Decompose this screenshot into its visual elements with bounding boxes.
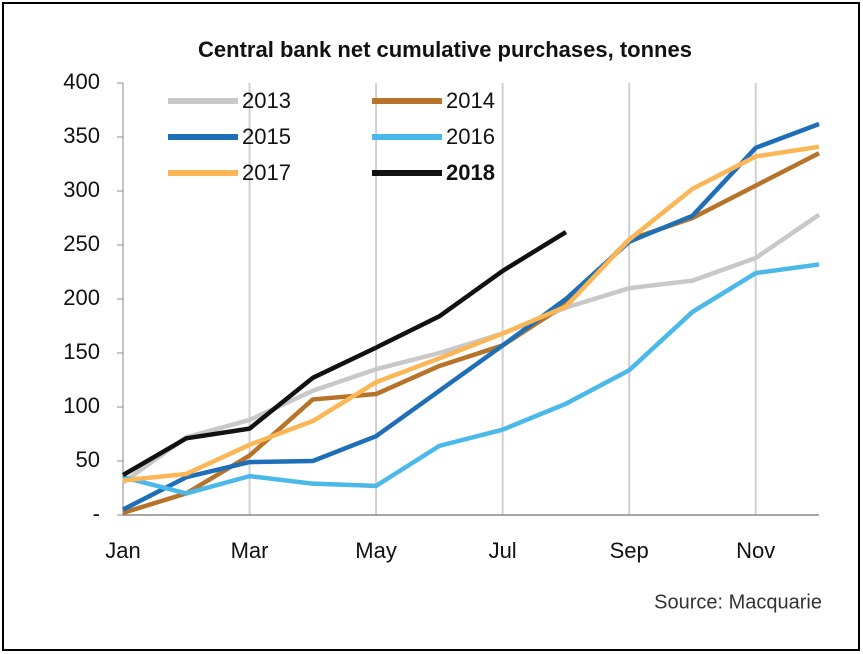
- y-tick-label: 200: [63, 285, 100, 310]
- x-tick-label: Jan: [105, 538, 140, 563]
- source: Source: Macquarie: [654, 591, 822, 613]
- legend-label: 2018: [446, 160, 495, 185]
- series-line: [122, 151, 821, 515]
- x-tick-label: Jul: [489, 538, 517, 563]
- series-line: [121, 212, 821, 485]
- series-line: [122, 262, 820, 496]
- legend-label: 2016: [446, 124, 495, 149]
- series-line: [121, 230, 568, 477]
- y-tick-label: 350: [63, 123, 100, 148]
- x-tick-label: Sep: [610, 538, 649, 563]
- y-tick-label: 50: [76, 447, 100, 472]
- legend-label: 2014: [446, 88, 495, 113]
- y-tick-label: -: [93, 501, 100, 526]
- x-tick-label: Nov: [736, 538, 775, 563]
- x-tick-label: May: [355, 538, 397, 563]
- y-tick-label: 150: [63, 339, 100, 364]
- y-tick-label: 100: [63, 393, 100, 418]
- legend-label: 2013: [242, 88, 291, 113]
- series-line: [122, 144, 820, 483]
- x-tick-label: Mar: [231, 538, 269, 563]
- legend-label: 2017: [242, 160, 291, 185]
- y-tick-label: 400: [63, 69, 100, 94]
- series-line: [121, 121, 820, 512]
- legend-label: 2015: [242, 124, 291, 149]
- y-tick-label: 300: [63, 177, 100, 202]
- y-tick-label: 250: [63, 231, 100, 256]
- chart-title: Central bank net cumulative purchases, t…: [198, 37, 692, 62]
